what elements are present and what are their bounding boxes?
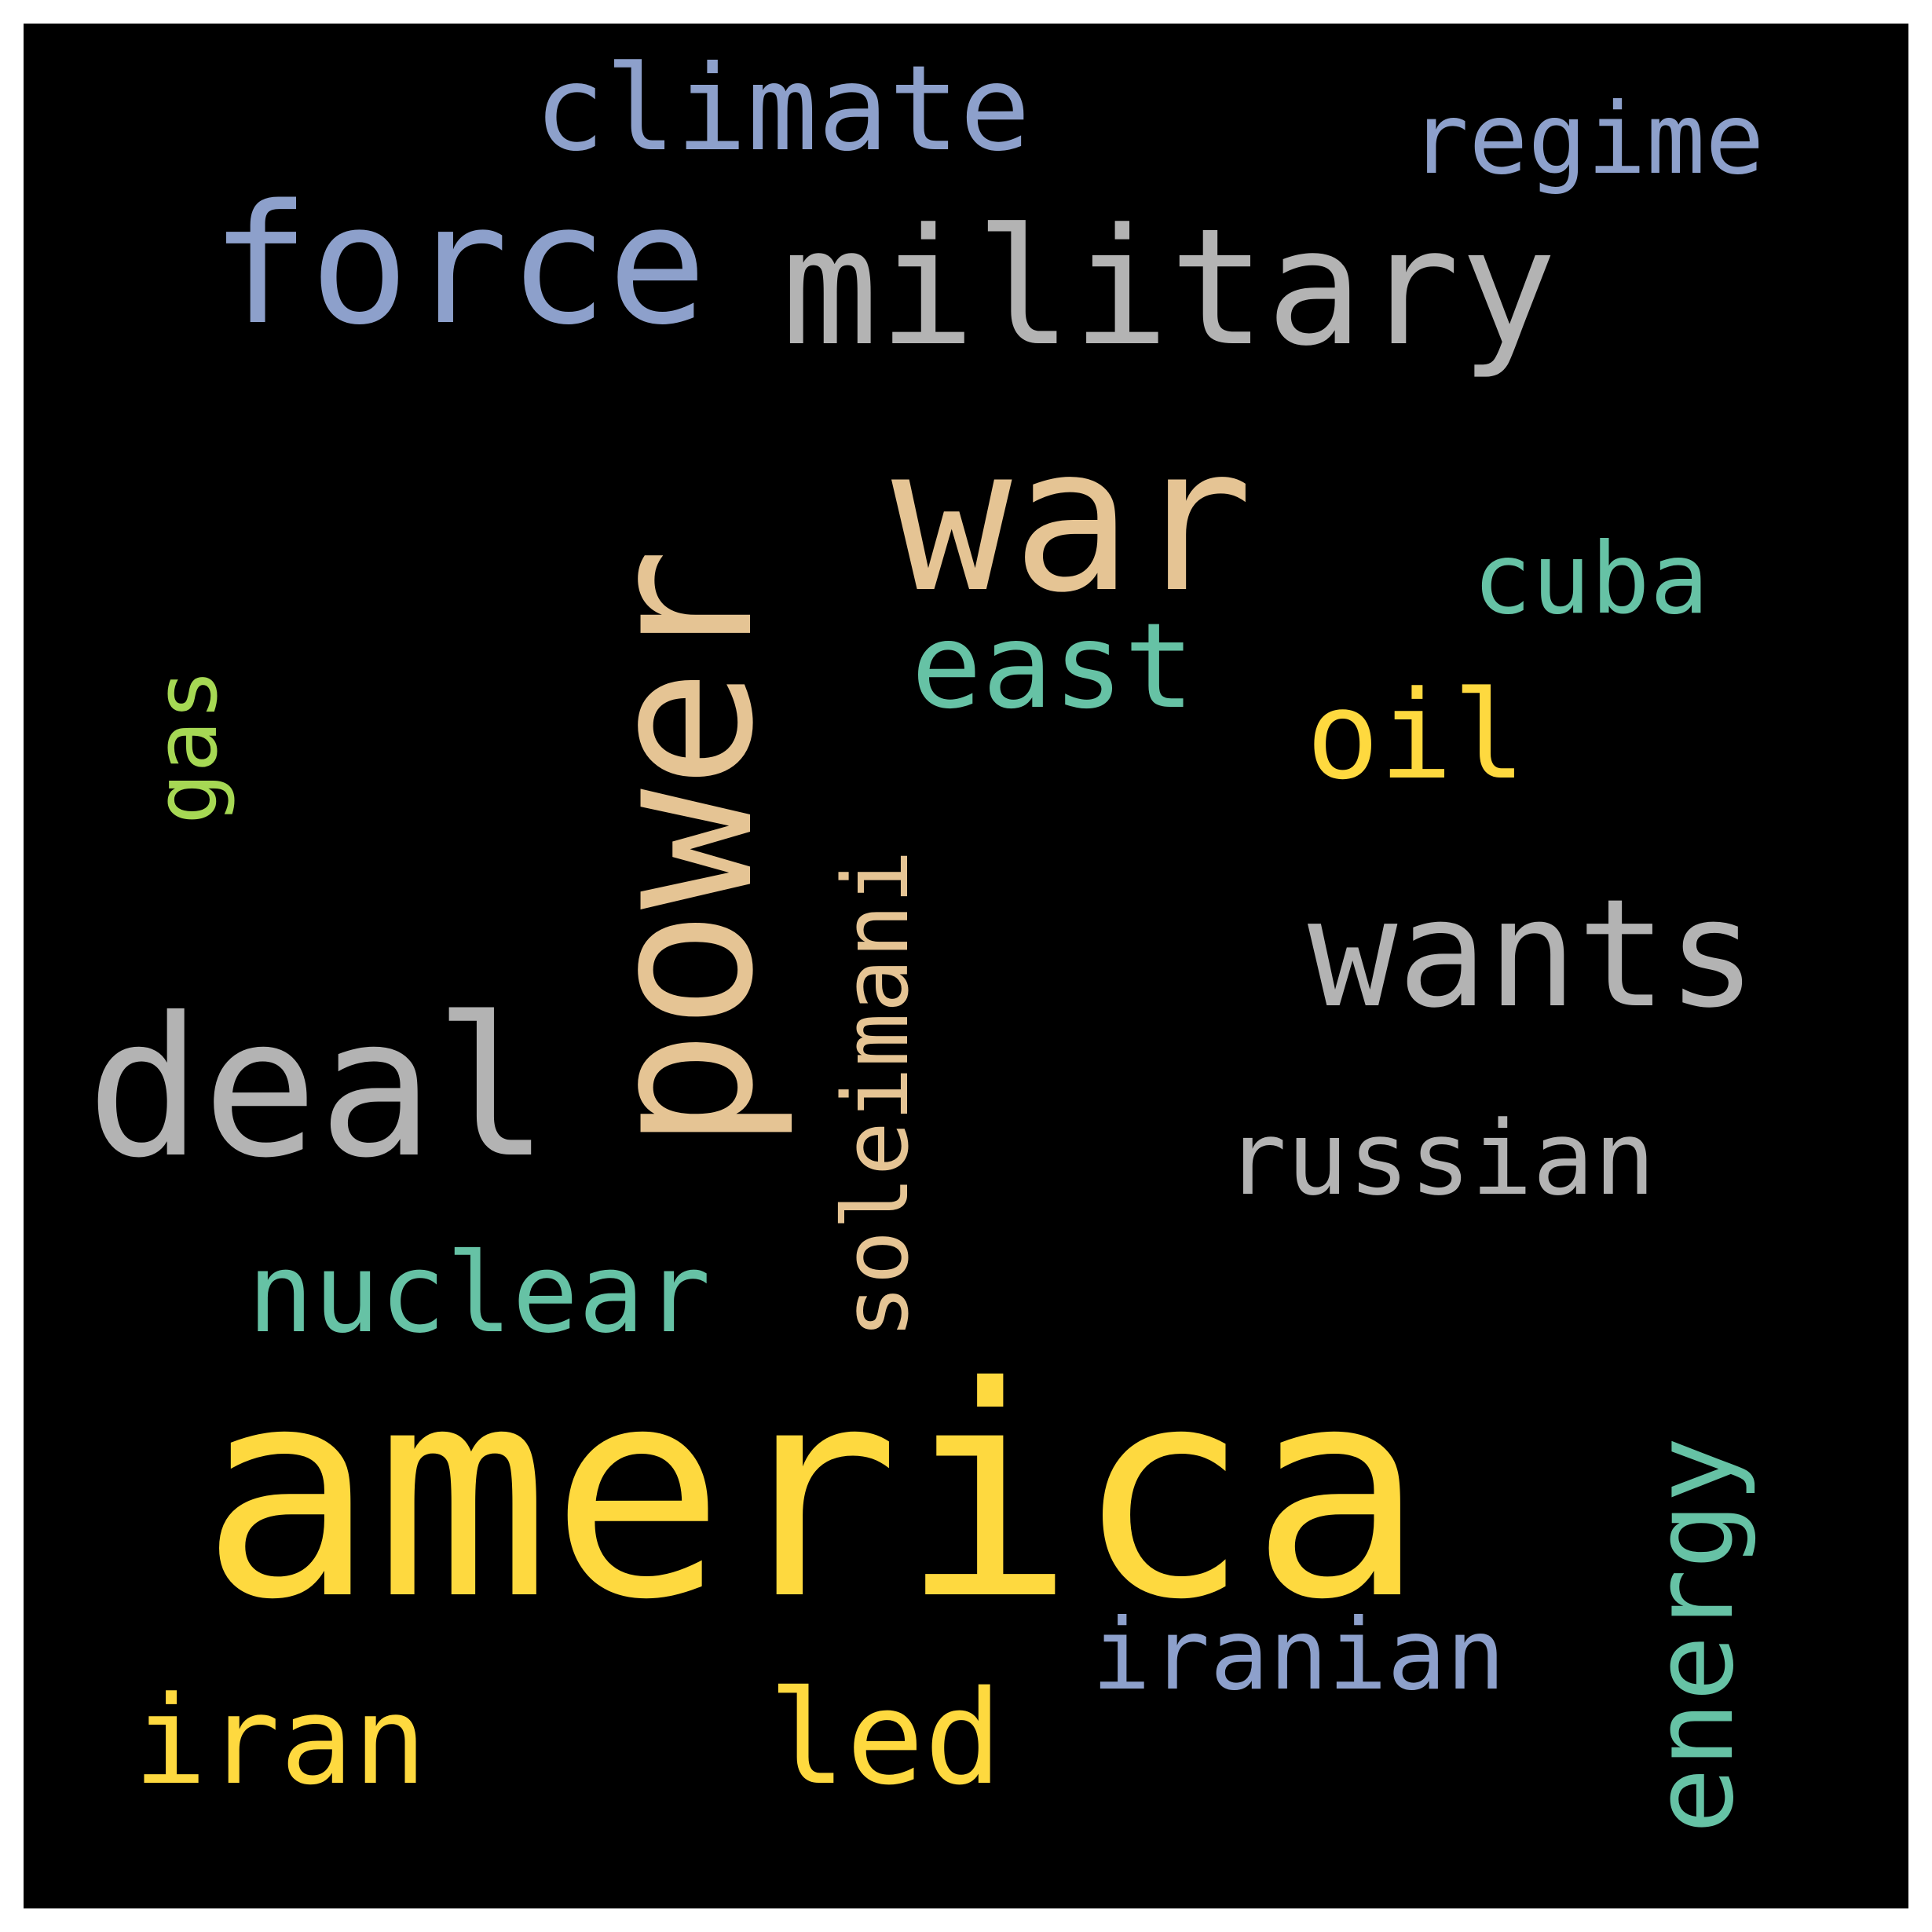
word-cuba: cuba <box>1473 522 1709 636</box>
word-force: force <box>210 169 707 361</box>
word-war: war <box>891 404 1253 637</box>
word-military: military <box>781 195 1557 382</box>
word-regime: regime <box>1410 82 1765 196</box>
word-gas: gas <box>136 668 236 825</box>
word-power: power <box>565 547 798 1151</box>
word-iranian: iranian <box>1092 1598 1506 1712</box>
word-deal: deal <box>86 976 550 1200</box>
word-east: east <box>911 598 1195 735</box>
word-wants: wants <box>1308 867 1757 1041</box>
word-energy: energy <box>1630 1436 1758 1834</box>
word-cloud-canvas: america military force climate regime wa… <box>86 41 1765 1834</box>
word-america: america <box>200 1326 1425 1663</box>
word-led: led <box>768 1663 1002 1813</box>
word-oil: oil <box>1306 664 1526 807</box>
word-climate: climate <box>534 41 1030 177</box>
word-soleimani: soleimani <box>824 850 929 1339</box>
word-iran: iran <box>134 1670 426 1812</box>
word-nuclear: nuclear <box>247 1230 711 1358</box>
word-cloud: america military force climate regime wa… <box>24 24 1908 1908</box>
word-russian: russian <box>1225 1099 1656 1218</box>
